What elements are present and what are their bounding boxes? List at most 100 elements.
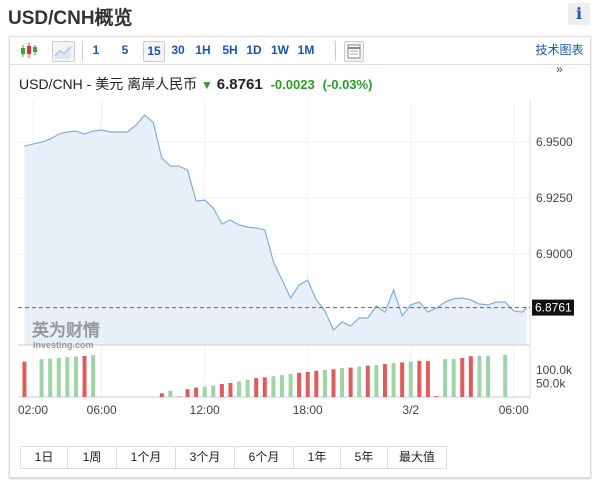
interval-15[interactable]: 15 [143, 41, 165, 62]
volume-bar [202, 386, 207, 397]
y-tick-label: 6.9500 [536, 135, 573, 149]
arrow-down-icon: ▼ [201, 78, 213, 92]
volume-bar [279, 375, 284, 397]
volume-bar [477, 355, 482, 397]
volume-bar [254, 378, 259, 397]
volume-bar [194, 387, 199, 397]
last-price-tag [532, 299, 574, 316]
divider [335, 41, 336, 61]
volume-bar [340, 368, 345, 397]
volume-bar [39, 359, 44, 397]
info-button[interactable]: i [568, 3, 590, 25]
interval-1M[interactable]: 1M [297, 43, 315, 57]
volume-bar [374, 364, 379, 397]
interval-1W[interactable]: 1W [271, 43, 289, 57]
x-tick-label: 12:00 [190, 403, 220, 417]
range-button[interactable]: 1年 [294, 447, 341, 468]
volume-tick-label: 100.0k [536, 363, 573, 377]
volume-bar [382, 364, 387, 397]
volume-bar [365, 365, 370, 397]
range-button[interactable]: 1周 [68, 447, 117, 468]
volume-bar [348, 367, 353, 397]
volume-bar [288, 373, 293, 397]
x-tick-label: 06:00 [87, 403, 117, 417]
interval-30[interactable]: 30 [171, 43, 185, 57]
volume-bar [56, 357, 61, 397]
y-tick-label: 6.9000 [536, 247, 573, 261]
volume-bar [185, 389, 190, 397]
volume-bar [245, 379, 250, 397]
range-button[interactable]: 1个月 [117, 447, 176, 468]
volume-bar [82, 355, 87, 397]
volume-bar [22, 361, 27, 397]
interval-5[interactable]: 5 [121, 43, 129, 57]
price-change: -0.0023 [270, 77, 315, 92]
interval-5H[interactable]: 5H [222, 43, 238, 57]
volume-bar [176, 396, 181, 397]
x-tick-label: 18:00 [293, 403, 323, 417]
page-title: USD/CNH概览 [8, 8, 133, 29]
range-button[interactable]: 6个月 [235, 447, 294, 468]
volume-bar [211, 385, 216, 397]
watermark-logo-en: Investing.com [33, 340, 94, 350]
volume-bar [503, 354, 508, 397]
price-change-percent: (-0.03%) [322, 77, 373, 92]
volume-bar [408, 361, 413, 397]
volume-bar [460, 357, 465, 397]
divider [82, 41, 83, 61]
volume-bar [262, 377, 267, 397]
range-selector: 1日 1周 1个月 3个月 6个月 1年 5年 最大值 [20, 446, 447, 469]
volume-bar [468, 356, 473, 397]
volume-bar [271, 376, 276, 397]
interval-1D[interactable]: 1D [246, 43, 262, 57]
quote-line: USD/CNH - 美元 离岸人民币 ▼ 6.8761 -0.0023 (-0.… [19, 74, 372, 94]
volume-bar [417, 360, 422, 397]
volume-bar [91, 355, 96, 397]
volume-bar [357, 366, 362, 397]
candlestick-icon[interactable] [18, 41, 40, 60]
volume-bar [228, 382, 233, 397]
price-area [24, 115, 527, 345]
volume-bar [391, 362, 396, 397]
chart-widget: 1 5 15 30 1H 5H 1D 1W 1M 技术图表 » USD/CNH - 美元 离岸人… [9, 36, 591, 478]
volume-bar [443, 359, 448, 397]
range-button[interactable]: 1日 [21, 447, 68, 468]
area-chart-icon[interactable] [52, 41, 75, 62]
volume-bar [451, 358, 456, 397]
volume-bar [314, 370, 319, 397]
volume-bar [322, 370, 327, 397]
volume-bar [400, 362, 405, 397]
volume-bar [434, 396, 439, 397]
chart-toolbar: 1 5 15 30 1H 5H 1D 1W 1M 技术图表 » [10, 37, 590, 76]
range-button[interactable]: 5年 [341, 447, 388, 468]
volume-bar [159, 393, 164, 397]
y-tick-label: 6.9250 [536, 191, 573, 205]
price-line [24, 114, 528, 332]
volume-bar [237, 381, 242, 397]
x-tick-label: 3/2 [402, 403, 419, 417]
technical-chart-link[interactable]: 技术图表 » [535, 43, 584, 76]
volume-tick-label: 50.0k [536, 377, 566, 391]
volume-bar [219, 384, 224, 397]
volume-bar [486, 355, 491, 397]
x-tick-label: 06:00 [499, 403, 529, 417]
instrument-name: USD/CNH - 美元 离岸人民币 [19, 76, 198, 92]
range-button[interactable]: 3个月 [176, 447, 235, 468]
x-tick-label: 02:00 [18, 403, 48, 417]
interval-1[interactable]: 1 [92, 43, 100, 57]
watermark-logo: 英为财情 [32, 320, 100, 341]
last-price-label: 6.8761 [535, 301, 572, 315]
volume-bar [425, 361, 430, 397]
range-button[interactable]: 最大值 [398, 450, 435, 464]
volume-bar [65, 357, 70, 397]
volume-bar [168, 390, 173, 397]
layout-icon[interactable] [344, 41, 364, 62]
volume-bar [331, 369, 336, 397]
volume-bar [297, 372, 302, 397]
last-price: 6.8761 [216, 76, 263, 93]
volume-bar [73, 356, 78, 397]
volume-bar [48, 358, 53, 397]
interval-1H[interactable]: 1H [195, 43, 211, 57]
volume-bar [305, 371, 310, 397]
